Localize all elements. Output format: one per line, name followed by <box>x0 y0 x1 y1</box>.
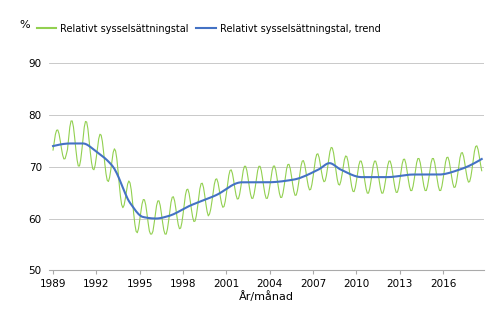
Line: Relativt sysselsättningstal: Relativt sysselsättningstal <box>53 121 482 234</box>
Line: Relativt sysselsättningstal, trend: Relativt sysselsättningstal, trend <box>53 143 482 218</box>
X-axis label: År/månad: År/månad <box>239 291 294 302</box>
Legend: Relativt sysselsättningstal, Relativt sysselsättningstal, trend: Relativt sysselsättningstal, Relativt sy… <box>37 24 380 34</box>
Text: %: % <box>19 20 30 30</box>
